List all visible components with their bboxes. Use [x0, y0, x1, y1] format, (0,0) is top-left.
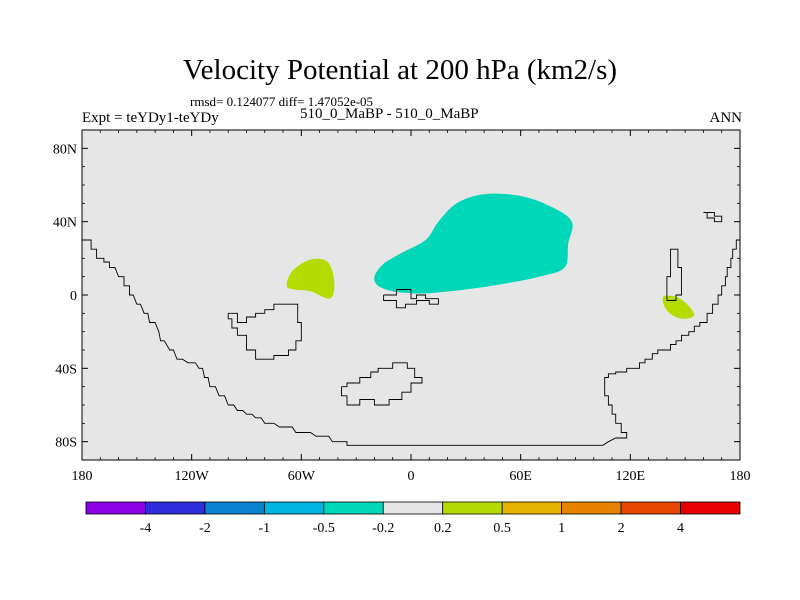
colorbar-box [323, 501, 384, 515]
x-tick-label: 120W [175, 469, 210, 484]
x-tick-label: 0 [408, 469, 415, 484]
coastline-5 [666, 248, 682, 301]
x-tick-label: 60W [288, 469, 316, 484]
colorbar-box [501, 501, 563, 515]
coastline-2 [383, 289, 439, 309]
colorbar-label: -2 [199, 521, 211, 536]
season-label: ANN [709, 110, 743, 126]
case-label: 510_0_MaBP - 510_0_MaBP [300, 106, 479, 122]
west-pacific-positive-region [662, 295, 695, 319]
colorbar-box [204, 501, 265, 515]
colorbar-box [263, 501, 325, 515]
colorbar-box [145, 501, 206, 515]
south-america-positive-region [286, 258, 335, 299]
colorbar-label: -1 [259, 521, 271, 536]
colorbar: -4 -2 -1 -0.5 -0.2 0.2 0.5 1 2 4 [85, 501, 741, 536]
y-tick-label: 40S [55, 362, 77, 377]
anomaly-regions [286, 193, 695, 319]
coastline-3 [227, 303, 302, 360]
coastline-4 [341, 362, 423, 406]
colorbar-label: 4 [677, 521, 684, 536]
colorbar-label: 1 [558, 521, 565, 536]
chart-title: Velocity Potential at 200 hPa (km2/s) [182, 54, 618, 86]
coastline-1 [82, 239, 740, 446]
y-tick-label: 80S [55, 436, 77, 451]
stats-label: rmsd= 0.124077 diff= 1.47052e-05 [190, 94, 374, 109]
colorbar-box [442, 501, 503, 515]
y-tick-label: 40N [53, 216, 77, 231]
coastline-6 [703, 212, 723, 223]
colorbar-label: -0.5 [313, 521, 335, 536]
colorbar-label: 0.2 [434, 521, 452, 536]
colorbar-box [620, 501, 681, 515]
x-tick-label: 180 [730, 469, 751, 484]
axis-ticks: 180 120W 60W 0 60E 120E 180 80N 40N 0 40S 80S [53, 130, 751, 484]
x-tick-label: 60E [509, 469, 532, 484]
experiment-label: Expt = teYDy1-teYDy [82, 110, 219, 126]
colorbar-box [382, 501, 444, 515]
colorbar-label: 0.5 [493, 521, 511, 536]
coastlines [82, 212, 740, 446]
x-tick-label: 180 [72, 469, 93, 484]
y-tick-label: 0 [70, 289, 77, 304]
colorbar-box [561, 501, 622, 515]
y-tick-label: 80N [53, 142, 77, 157]
colorbar-label: -0.2 [372, 521, 394, 536]
colorbar-label: -4 [140, 521, 152, 536]
central-asia-negative-region [374, 193, 573, 294]
colorbar-box [85, 501, 146, 515]
colorbar-label: 2 [618, 521, 625, 536]
x-tick-label: 120E [616, 469, 646, 484]
colorbar-box [680, 501, 741, 515]
